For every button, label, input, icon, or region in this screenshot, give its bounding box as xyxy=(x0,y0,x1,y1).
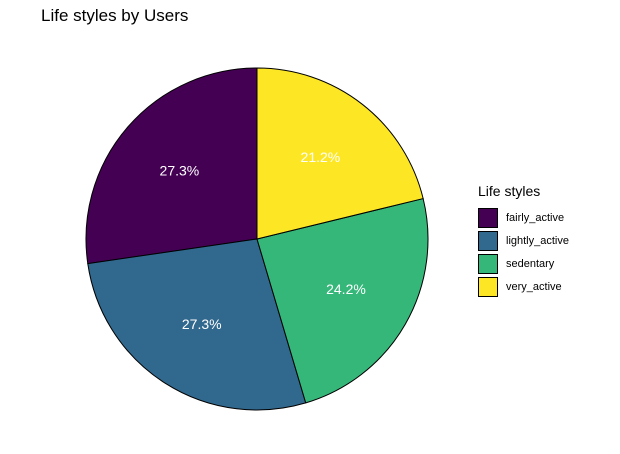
legend-item-lightly-active: lightly_active xyxy=(478,229,569,252)
legend: Life styles fairly_active lightly_active… xyxy=(478,183,569,298)
legend-key-sedentary xyxy=(478,253,498,274)
pie-slice-fairly-active xyxy=(85,67,258,265)
slice-label-sedentary: 24.2% xyxy=(326,281,366,297)
chart-title: Life styles by Users xyxy=(41,6,189,25)
pie-slice-labels: 27.3% 27.3% 24.2% 21.2% xyxy=(160,149,366,332)
legend-label-fairly-active: fairly_active xyxy=(506,211,565,224)
legend-label-sedentary: sedentary xyxy=(506,257,555,270)
legend-key-very-active xyxy=(478,276,498,297)
legend-title: Life styles xyxy=(478,183,541,199)
slice-label-very-active: 21.2% xyxy=(301,149,341,165)
pie-slices xyxy=(85,67,429,411)
slice-label-fairly-active: 27.3% xyxy=(160,163,200,179)
legend-label-very-active: very_active xyxy=(506,280,562,293)
legend-item-fairly-active: fairly_active xyxy=(478,206,569,229)
pie-slice-very-active xyxy=(256,67,424,240)
legend-label-lightly-active: lightly_active xyxy=(506,234,569,247)
legend-key-fairly-active xyxy=(478,207,498,228)
pie-slice-sedentary xyxy=(256,197,429,404)
legend-item-sedentary: sedentary xyxy=(478,252,569,275)
legend-item-very-active: very_active xyxy=(478,275,569,298)
pie-slice-lightly-active xyxy=(87,238,307,411)
slice-label-lightly-active: 27.3% xyxy=(182,316,222,332)
legend-key-lightly-active xyxy=(478,230,498,251)
